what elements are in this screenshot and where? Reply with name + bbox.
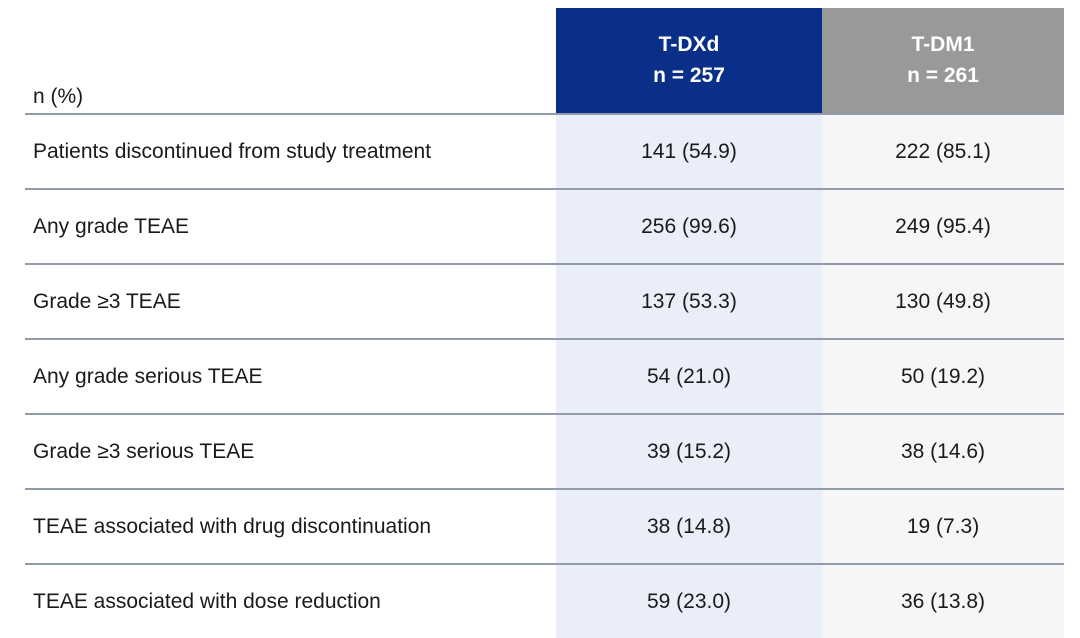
column-header-tdm1-n: n = 261 (907, 63, 979, 87)
tdm1-value: 38 (14.6) (822, 415, 1064, 488)
table-row: Patients discontinued from study treatme… (25, 115, 1064, 190)
tdm1-value: 249 (95.4) (822, 190, 1064, 263)
column-header-tdm1: T-DM1 n = 261 (822, 8, 1064, 113)
column-header-tdxd-name: T-DXd (658, 33, 720, 57)
tdxd-value: 137 (53.3) (556, 265, 822, 338)
row-label: Grade ≥3 TEAE (25, 265, 556, 338)
row-label: TEAE associated with dose reduction (25, 565, 556, 638)
tdm1-value: 130 (49.8) (822, 265, 1064, 338)
tdm1-value: 222 (85.1) (822, 115, 1064, 188)
row-label: Grade ≥3 serious TEAE (25, 415, 556, 488)
table-row: TEAE associated with drug discontinuatio… (25, 490, 1064, 565)
tdm1-value: 50 (19.2) (822, 340, 1064, 413)
tdxd-value: 256 (99.6) (556, 190, 822, 263)
column-header-tdm1-name: T-DM1 (911, 33, 975, 57)
table-row: Any grade TEAE 256 (99.6) 249 (95.4) (25, 190, 1064, 265)
row-label: Any grade serious TEAE (25, 340, 556, 413)
row-label: Patients discontinued from study treatme… (25, 115, 556, 188)
tdxd-value: 38 (14.8) (556, 490, 822, 563)
tdm1-value: 36 (13.8) (822, 565, 1064, 638)
tdm1-value: 19 (7.3) (822, 490, 1064, 563)
column-header-tdxd-n: n = 257 (653, 63, 725, 87)
row-label: TEAE associated with drug discontinuatio… (25, 490, 556, 563)
table-row: Grade ≥3 TEAE 137 (53.3) 130 (49.8) (25, 265, 1064, 340)
tdxd-value: 39 (15.2) (556, 415, 822, 488)
column-header-tdxd: T-DXd n = 257 (556, 8, 822, 113)
table-header-row: n (%) T-DXd n = 257 T-DM1 n = 261 (25, 8, 1064, 115)
adverse-events-table: n (%) T-DXd n = 257 T-DM1 n = 261 Patien… (25, 8, 1064, 638)
tdxd-value: 141 (54.9) (556, 115, 822, 188)
tdxd-value: 54 (21.0) (556, 340, 822, 413)
table-row: Grade ≥3 serious TEAE 39 (15.2) 38 (14.6… (25, 415, 1064, 490)
tdxd-value: 59 (23.0) (556, 565, 822, 638)
corner-label: n (%) (33, 85, 84, 108)
table-row: TEAE associated with dose reduction 59 (… (25, 565, 1064, 638)
table-row: Any grade serious TEAE 54 (21.0) 50 (19.… (25, 340, 1064, 415)
row-label: Any grade TEAE (25, 190, 556, 263)
